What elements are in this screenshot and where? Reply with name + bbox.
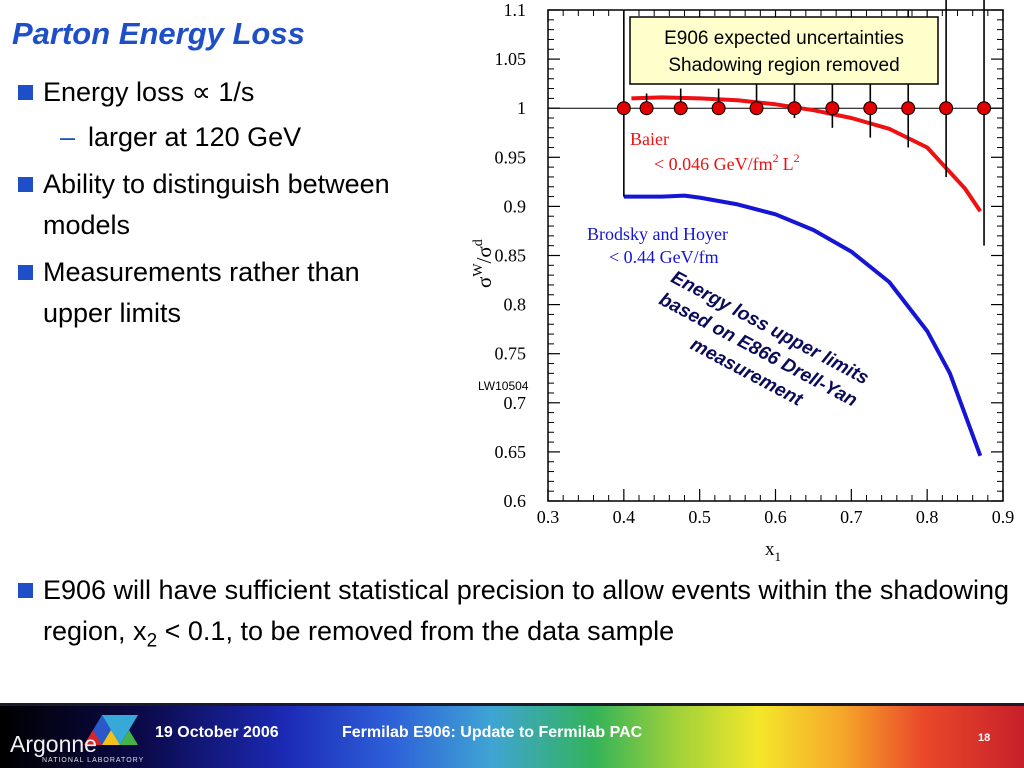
data-point xyxy=(787,101,802,116)
logo-subtext: NATIONAL LABORATORY xyxy=(42,757,145,764)
x-tick-label: 0.5 xyxy=(688,507,711,527)
bullet-square-icon xyxy=(18,265,33,280)
x-tick-label: 0.3 xyxy=(537,507,560,527)
data-point xyxy=(939,101,954,116)
brodsky-label-value: < 0.44 GeV/fm xyxy=(609,247,719,267)
cross-section-ratio-chart: 0.3 0.4 0.5 0.6 0.7 0.8 0.9 0.6 0.65 0.7 0.75 0.8 0.… xyxy=(471,0,1015,564)
data-point xyxy=(863,101,878,116)
x-axis-label: x1 xyxy=(765,539,781,564)
y-tick-label: 0.8 xyxy=(504,295,527,315)
footer-bar: Argonne NATIONAL LABORATORY 19 October 2… xyxy=(0,703,1024,768)
x-tick-label: 0.6 xyxy=(764,507,787,527)
y-tick-label: 1.05 xyxy=(495,49,527,69)
brodsky-hoyer-curve xyxy=(623,193,983,457)
bullet-list: Energy loss ∝ 1/s – larger at 120 GeV Ab… xyxy=(18,72,398,340)
bottom-bullet-subscript: 2 xyxy=(146,630,158,652)
dash-icon: – xyxy=(60,122,76,152)
data-point xyxy=(673,101,688,116)
sub-bullet-larger: – larger at 120 GeV xyxy=(18,117,398,158)
side-label: LW10504 xyxy=(478,379,529,393)
footer-date: 19 October 2006 xyxy=(155,724,279,741)
bullet-square-icon xyxy=(18,583,33,598)
baier-label-sup: 2 xyxy=(773,151,779,165)
bullet-measurements: Measurements rather than upper limits xyxy=(18,252,398,334)
argonne-triangle-icon xyxy=(84,715,138,745)
y-tick-label: 1 xyxy=(517,98,526,118)
x-tick-label: 0.9 xyxy=(992,507,1015,527)
footer-talk-title: Fermilab E906: Update to Fermilab PAC xyxy=(342,724,643,741)
y-axis-label: σW/σd xyxy=(471,239,496,288)
y-tick-label: 0.6 xyxy=(504,491,527,511)
y-tick-label: 0.65 xyxy=(495,442,527,462)
bottom-bullet: E906 will have sufficient statistical pr… xyxy=(18,570,1023,661)
baier-label-l: L xyxy=(783,154,794,174)
data-point xyxy=(901,101,916,116)
data-point xyxy=(977,101,992,116)
bullet-square-icon xyxy=(18,177,33,192)
data-point xyxy=(749,101,764,116)
y-axis-label-sup: W xyxy=(471,263,486,277)
bullet-text: Measurements rather than upper limits xyxy=(43,257,360,328)
y-tick-label: 0.7 xyxy=(504,393,527,413)
y-axis-label-sigma: σ xyxy=(472,277,496,288)
bullet-square-icon xyxy=(18,85,33,100)
logo-text: Argonne xyxy=(10,731,97,757)
data-point xyxy=(616,101,631,116)
callout-box: E906 expected uncertainties Shadowing reg… xyxy=(629,16,939,85)
y-tick-label: 0.9 xyxy=(504,196,527,216)
y-tick-label: 0.85 xyxy=(495,246,527,266)
y-tick-label: 0.75 xyxy=(495,344,527,364)
x-tick-label: 0.8 xyxy=(916,507,939,527)
data-point xyxy=(711,101,726,116)
x-tick-label: 0.4 xyxy=(613,507,636,527)
bottom-bullet-text-after: < 0.1, to be removed from the data sampl… xyxy=(157,616,675,646)
callout-line-2: Shadowing region removed xyxy=(668,55,899,76)
baier-label-value: < 0.046 GeV/fm2 L2 xyxy=(654,151,800,174)
callout-line-1: E906 expected uncertainties xyxy=(664,28,904,49)
baier-curve xyxy=(631,95,982,213)
bullet-ability: Ability to distinguish between models xyxy=(18,164,398,246)
y-tick-label: 1.1 xyxy=(504,0,527,20)
x-axis-label-sub: 1 xyxy=(775,549,782,564)
footer-divider xyxy=(0,703,1024,706)
bullet-text: larger at 120 GeV xyxy=(88,122,302,152)
bullet-text: Ability to distinguish between models xyxy=(43,169,390,240)
brodsky-label-name: Brodsky and Hoyer xyxy=(587,224,728,244)
data-point xyxy=(825,101,840,116)
x-tick-label: 0.7 xyxy=(840,507,863,527)
bullet-text: Energy loss ∝ 1/s xyxy=(43,77,255,107)
footer-page-number: 18 xyxy=(978,732,991,744)
baier-label-sup2: 2 xyxy=(794,151,800,165)
bottom-bullet-text-before: E906 will have sufficient statistical pr… xyxy=(43,575,1010,646)
argonne-logo: Argonne NATIONAL LABORATORY xyxy=(6,709,146,764)
slide-title: Parton Energy Loss xyxy=(12,16,305,51)
data-point xyxy=(639,101,654,116)
baier-label-name: Baier xyxy=(630,129,669,149)
y-tick-label: 0.95 xyxy=(495,147,527,167)
y-axis-label-sup2: d xyxy=(471,239,486,246)
bullet-energy-loss: Energy loss ∝ 1/s xyxy=(18,72,398,113)
callout-rect xyxy=(629,16,939,85)
y-axis-label-mid: /σ xyxy=(472,246,496,263)
